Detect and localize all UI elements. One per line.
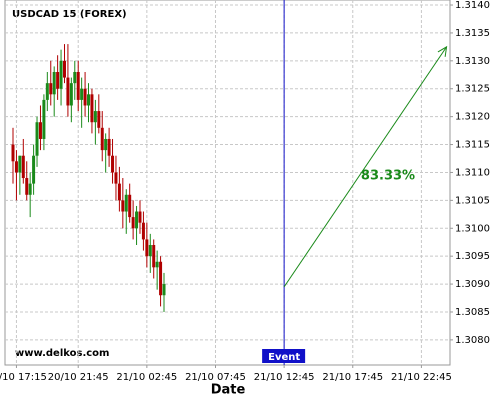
candle-body	[141, 222, 145, 240]
x-tick-label: 20/10 17:15	[0, 372, 47, 383]
x-axis-label: Date	[211, 383, 246, 398]
candle-body	[52, 71, 56, 95]
candle-body	[59, 60, 63, 89]
y-tick-label: 1.3130	[455, 56, 490, 67]
candle-body	[155, 261, 159, 268]
candle-body	[121, 200, 125, 212]
watermark: www.delkos.com	[15, 348, 109, 359]
y-tick-label: 1.3125	[455, 84, 490, 95]
candle-body	[83, 88, 87, 106]
candle-body	[162, 284, 166, 296]
candle-body	[80, 88, 84, 100]
candle-body	[66, 77, 70, 106]
chart-title: USDCAD 15 (FOREX)	[12, 9, 127, 20]
candle-body	[100, 127, 104, 151]
candle-body	[107, 138, 111, 156]
x-tick-label: 21/10 02:45	[116, 372, 177, 383]
x-tick-label: 20/10 21:45	[48, 372, 109, 383]
event-label: Event	[268, 352, 300, 363]
x-tick-label: 21/10 22:45	[391, 372, 452, 383]
y-tick-label: 1.3110	[455, 167, 490, 178]
candle-body	[49, 83, 53, 95]
candle-body	[135, 211, 139, 229]
candle-body	[93, 111, 97, 123]
candle-body	[152, 245, 156, 268]
candle-body	[32, 155, 36, 184]
y-tick-label: 1.3140	[455, 0, 490, 11]
y-tick-label: 1.3135	[455, 28, 490, 39]
y-tick-label: 1.3115	[455, 140, 490, 151]
candle-body	[45, 83, 49, 100]
y-tick-label: 1.3085	[455, 307, 490, 318]
x-tick-label: 21/10 07:45	[185, 372, 246, 383]
candle-body	[124, 194, 128, 212]
y-tick-label: 1.3105	[455, 195, 490, 206]
candle-body	[25, 178, 29, 195]
candle-body	[62, 60, 66, 78]
arrow-head	[437, 45, 448, 57]
candle-body	[18, 155, 22, 173]
candle-body	[42, 99, 46, 139]
candle-body	[56, 71, 60, 89]
prediction-arrow	[283, 46, 447, 288]
candle-body	[145, 239, 149, 257]
candle-body	[69, 83, 73, 106]
candle-body	[111, 155, 115, 173]
candle-body	[76, 71, 80, 100]
candle-body	[148, 245, 152, 257]
y-tick-label: 1.3120	[455, 112, 490, 123]
candle-body	[21, 155, 25, 179]
plot-frame	[4, 0, 451, 366]
event-label-box	[262, 349, 306, 363]
candle-body	[104, 138, 108, 151]
candle-body	[28, 183, 32, 195]
candle-body	[90, 94, 94, 123]
candle-body	[97, 111, 101, 128]
candle-body	[138, 211, 142, 223]
candle-body	[35, 122, 39, 156]
x-tick-label: 21/10 12:45	[254, 372, 315, 383]
candle-body	[87, 94, 91, 106]
candle-body	[128, 194, 132, 218]
x-tick-label: 21/10 17:45	[322, 372, 383, 383]
candle-body	[11, 144, 15, 162]
candle-body	[114, 172, 118, 184]
candle-body	[14, 161, 18, 173]
candle-body	[38, 122, 42, 139]
y-tick-label: 1.3090	[455, 279, 490, 290]
candle-body	[73, 71, 77, 84]
candle-body	[117, 183, 121, 201]
prediction-label: 83.33%	[361, 169, 415, 184]
candle-body	[159, 261, 163, 296]
y-tick-label: 1.3080	[455, 335, 490, 346]
y-tick-label: 1.3100	[455, 223, 490, 234]
y-tick-label: 1.3095	[455, 251, 490, 262]
candle-body	[131, 217, 135, 229]
